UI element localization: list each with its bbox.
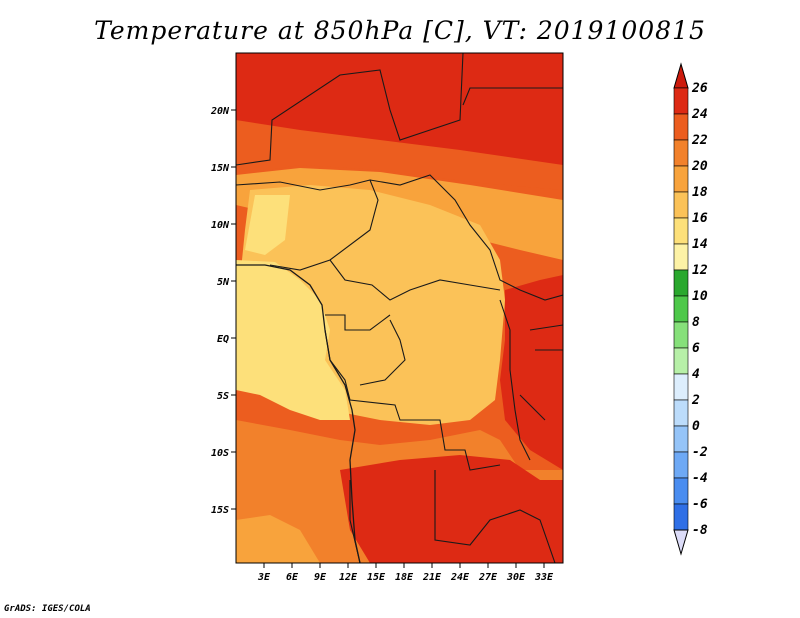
lon-label: 27E [478, 572, 498, 583]
colorbar-label: 16 [692, 211, 708, 226]
lat-label: 20N [210, 106, 230, 117]
colorbar-label: 22 [691, 133, 708, 148]
colorbar-label: 14 [692, 237, 708, 252]
lon-label: 24E [450, 572, 470, 583]
colorbar-segment [673, 139, 689, 167]
colorbar-label: 6 [692, 341, 700, 356]
border-drc [324, 329, 501, 471]
colorbar-segment [673, 269, 689, 297]
lat-label: 15S [211, 505, 229, 516]
colorbar-segment [673, 113, 689, 141]
colorbar-label: 26 [691, 81, 708, 96]
warm-north-region [236, 53, 563, 185]
map-title: Temperature at 850hPa [C], VT: 201910081… [94, 16, 706, 45]
cameroon-highland-region [245, 195, 290, 255]
lon-label: 33E [534, 572, 554, 583]
border-north [236, 53, 464, 166]
colorbar-label: -8 [692, 523, 708, 538]
colorbar-segment [673, 191, 689, 219]
eastern-rift-region [500, 275, 563, 470]
colorbar-segment [673, 425, 689, 453]
border-lakes [519, 324, 563, 421]
colorbar-segment [673, 321, 689, 349]
lon-label: 18E [395, 572, 414, 583]
lat-label: 15N [211, 163, 230, 174]
colorbar-min-arrow [673, 529, 689, 556]
temperature-field [236, 53, 563, 563]
lon-label: 30E [506, 572, 526, 583]
colorbar-segment [673, 165, 689, 193]
lon-label: 3E [257, 572, 271, 583]
lon-label: 12E [339, 572, 358, 583]
border-car [329, 259, 501, 301]
map-frame [235, 52, 564, 564]
colorbar-label: 24 [691, 107, 708, 122]
colorbar-label: -2 [692, 445, 708, 460]
lon-label: 9E [314, 572, 327, 583]
colorbar-segment [673, 399, 689, 427]
lon-label: 21E [422, 572, 442, 583]
colorbar-segment [673, 503, 689, 531]
coastal-cool-region [236, 260, 350, 420]
lat-label: 5S [217, 391, 229, 402]
border-gabon [325, 314, 391, 331]
credit-text: GrADS: IGES/COLA [4, 604, 91, 614]
colorbar-segment [673, 243, 689, 271]
border-east [499, 299, 531, 461]
southern-hot-region [340, 455, 563, 563]
colorbar-label: -4 [692, 471, 708, 486]
border-nigeria [236, 179, 379, 271]
colorbar-label: 4 [692, 367, 700, 382]
lat-label: EQ [217, 334, 229, 345]
country-borders [236, 53, 563, 563]
latitude-axis: 20N 15N 10N 5N EQ 5S 10S 15S [210, 106, 236, 516]
border-congo [359, 319, 406, 386]
colorbar-label: -6 [692, 497, 708, 512]
lon-label: 6E [286, 572, 299, 583]
colorbar-segment [673, 347, 689, 375]
colorbar-segment [673, 217, 689, 245]
colorbar-label: 10 [692, 289, 708, 304]
colorbar-max-arrow [673, 62, 689, 89]
colorbar-segment [673, 295, 689, 323]
colorbar-segment [673, 87, 689, 115]
sahel-band [236, 120, 563, 190]
border-libya-egypt [462, 87, 563, 106]
border-zambia [434, 470, 556, 563]
colorbar-label: 20 [691, 159, 708, 174]
colorbar-label: 18 [692, 185, 708, 200]
colorbar-segment [673, 477, 689, 505]
lat-label: 10S [211, 448, 229, 459]
colorbar-segment [673, 373, 689, 401]
border-chad-sudan [369, 174, 563, 301]
colorbar-segment [673, 451, 689, 479]
southwest-region [236, 515, 320, 563]
lat-label: 10N [211, 220, 230, 231]
colorbar-label: 12 [692, 263, 708, 278]
lon-label: 15E [367, 572, 386, 583]
coastline [236, 264, 361, 564]
colorbar-label: 8 [692, 315, 700, 330]
lat-label: 5N [217, 277, 230, 288]
colorbar-label: 2 [691, 393, 700, 408]
longitude-axis: 3E 6E 9E 12E 15E 18E 21E 24E 27E 30E 33E [257, 563, 554, 583]
colorbar-label: 0 [692, 419, 700, 434]
